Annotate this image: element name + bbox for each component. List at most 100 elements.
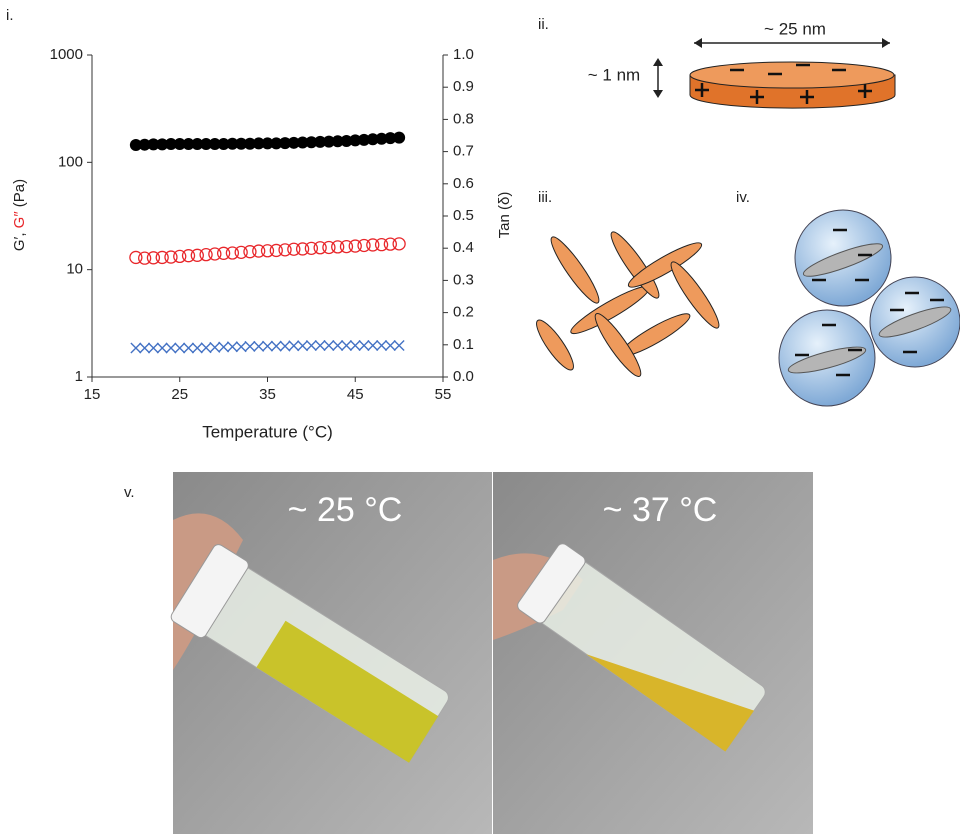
- data-point: [384, 132, 397, 145]
- data-point: [252, 244, 266, 258]
- data-point: [304, 241, 319, 255]
- data-point: [376, 339, 388, 351]
- photo-37: ~ 37 °C: [493, 472, 813, 834]
- arrow-heads: [653, 58, 663, 98]
- data-point: [374, 238, 389, 252]
- data-point: [384, 339, 396, 351]
- data-point: [155, 250, 169, 265]
- data-point: [164, 250, 178, 264]
- y-tick-label: 100: [58, 153, 83, 170]
- vial: [517, 543, 766, 752]
- data-point: [165, 342, 177, 354]
- positive-charges: [695, 83, 872, 104]
- data-point: [226, 341, 238, 353]
- data-point: [218, 341, 230, 353]
- data-point: [260, 244, 275, 258]
- data-point: [393, 339, 405, 351]
- data-point: [340, 135, 353, 148]
- platelet-diagram: ~ 25 nm ~ 1 nm: [588, 19, 896, 109]
- data-point: [358, 339, 370, 351]
- data-point: [164, 138, 177, 151]
- y-tick-label: 1000: [50, 46, 83, 63]
- x-tick-label: 55: [435, 386, 452, 403]
- data-point: [313, 241, 327, 255]
- data-point: [200, 138, 213, 151]
- data-point: [270, 137, 283, 150]
- data-point: [331, 240, 345, 254]
- y2-tick-label: 0.5: [453, 207, 474, 224]
- panel-label: ii.: [538, 16, 549, 33]
- y2-tick-label: 0.2: [453, 304, 474, 321]
- photo-label: ~ 37 °C: [603, 491, 718, 529]
- plot: [91, 55, 444, 378]
- x-tick-label: 15: [84, 386, 101, 403]
- data-point: [366, 133, 379, 146]
- platelet: [536, 319, 574, 371]
- y2-tick-label: 0.9: [453, 78, 474, 95]
- data-point: [173, 249, 187, 264]
- negative-charges: [730, 63, 846, 76]
- data-point: [235, 137, 248, 150]
- data-point: [190, 248, 204, 262]
- panel-label: iv.: [736, 189, 750, 206]
- photo-25: ~ 25 °C: [170, 472, 492, 834]
- data-point: [332, 339, 344, 351]
- data-point: [191, 138, 204, 151]
- y-tick-label: 10: [66, 261, 83, 278]
- data-point: [137, 251, 152, 265]
- negative-charges: [795, 228, 944, 377]
- data-point: [348, 239, 362, 253]
- data-point: [199, 248, 213, 262]
- y2-tick-label: 0.4: [453, 239, 474, 256]
- y-axis-label-part: (Pa): [11, 179, 28, 212]
- data-point: [279, 340, 291, 352]
- platelet: [550, 236, 600, 304]
- data-point: [278, 243, 292, 257]
- y2-tick-label: 0.3: [453, 271, 474, 288]
- cap: [517, 543, 586, 624]
- y2-tick-label: 0.1: [453, 336, 474, 353]
- data-point: [252, 137, 265, 150]
- data-point: [208, 247, 222, 261]
- platelet: [802, 243, 884, 277]
- panel-label: iii.: [538, 189, 552, 206]
- data-point: [217, 138, 230, 151]
- data-point: [261, 137, 274, 150]
- data-point: [235, 341, 247, 353]
- data-point: [244, 340, 256, 352]
- gel: [256, 620, 439, 763]
- data-point: [262, 340, 273, 352]
- data-point: [182, 138, 195, 151]
- data-point: [156, 138, 169, 151]
- data-point: [209, 341, 221, 353]
- data-point: [323, 339, 335, 351]
- data-point: [375, 132, 388, 145]
- x-axis-label: Temperature (°C): [202, 422, 333, 441]
- thickness-label: ~ 1 nm: [588, 65, 640, 84]
- data-point: [305, 339, 317, 351]
- data-point: [270, 340, 282, 352]
- data-point: [322, 135, 335, 148]
- platelet: [878, 306, 952, 338]
- data-point: [243, 137, 256, 150]
- house-of-cards: [536, 231, 720, 377]
- data-point: [349, 134, 362, 147]
- liquid: [586, 654, 755, 752]
- y2-tick-label: 0.7: [453, 143, 474, 160]
- data-point: [331, 135, 344, 148]
- data-point: [287, 242, 301, 256]
- data-point: [225, 246, 240, 260]
- vial: [170, 544, 449, 763]
- data-point: [295, 242, 310, 256]
- x-tick-label: 35: [259, 386, 276, 403]
- data-point: [340, 339, 352, 351]
- data-point: [174, 342, 186, 354]
- panel-label: i.: [6, 7, 14, 24]
- data-point: [287, 136, 300, 149]
- platelet-face: [689, 61, 895, 89]
- data-point: [349, 339, 361, 351]
- data-point: [226, 137, 239, 150]
- data-point: [191, 342, 203, 354]
- data-point: [243, 245, 257, 259]
